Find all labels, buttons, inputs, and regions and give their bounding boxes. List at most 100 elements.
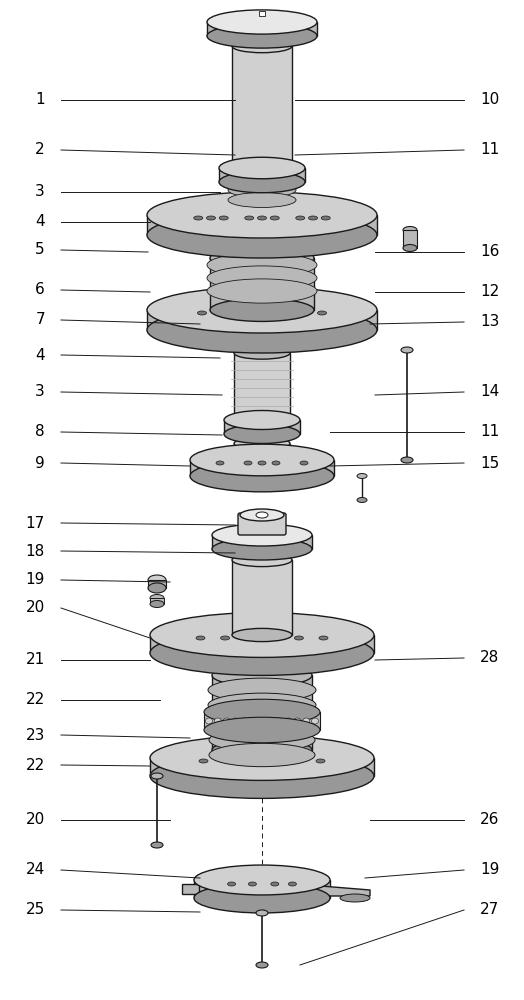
Text: 19: 19 — [480, 862, 499, 878]
Ellipse shape — [216, 461, 224, 465]
Ellipse shape — [209, 728, 315, 752]
Ellipse shape — [209, 743, 315, 767]
Bar — [232, 46, 292, 168]
Ellipse shape — [245, 636, 254, 640]
Ellipse shape — [224, 410, 300, 430]
Bar — [403, 230, 417, 248]
Ellipse shape — [285, 718, 292, 724]
Bar — [224, 420, 300, 434]
Ellipse shape — [401, 347, 413, 353]
Bar — [190, 460, 334, 476]
Ellipse shape — [234, 347, 290, 359]
Ellipse shape — [227, 882, 236, 886]
Bar — [147, 310, 377, 330]
Text: 5: 5 — [36, 242, 45, 257]
Text: 8: 8 — [36, 424, 45, 440]
Ellipse shape — [270, 216, 279, 220]
Ellipse shape — [214, 718, 221, 724]
Ellipse shape — [190, 444, 334, 476]
Ellipse shape — [151, 773, 163, 779]
Ellipse shape — [357, 474, 367, 479]
Bar — [259, 11, 265, 16]
Text: 11: 11 — [480, 142, 499, 157]
Text: 17: 17 — [26, 516, 45, 530]
Text: 25: 25 — [26, 902, 45, 918]
Text: 22: 22 — [26, 758, 45, 772]
Ellipse shape — [294, 636, 303, 640]
Ellipse shape — [222, 759, 232, 763]
Ellipse shape — [309, 216, 318, 220]
Bar — [148, 580, 166, 588]
Ellipse shape — [256, 962, 268, 968]
Ellipse shape — [219, 157, 305, 179]
Ellipse shape — [194, 216, 203, 220]
Ellipse shape — [150, 613, 374, 657]
Bar — [147, 215, 377, 235]
Ellipse shape — [241, 718, 248, 724]
Text: 3: 3 — [35, 384, 45, 399]
Ellipse shape — [403, 244, 417, 251]
Ellipse shape — [357, 497, 367, 502]
Text: 16: 16 — [480, 244, 499, 259]
Ellipse shape — [401, 457, 413, 463]
Bar — [150, 635, 374, 653]
Ellipse shape — [294, 718, 301, 724]
Ellipse shape — [303, 718, 310, 724]
Ellipse shape — [245, 216, 254, 220]
Ellipse shape — [196, 636, 205, 640]
Ellipse shape — [244, 461, 252, 465]
Polygon shape — [272, 882, 370, 896]
Ellipse shape — [212, 538, 312, 560]
Polygon shape — [182, 884, 199, 894]
Ellipse shape — [150, 631, 374, 675]
Ellipse shape — [248, 882, 256, 886]
Ellipse shape — [208, 693, 316, 717]
Ellipse shape — [258, 461, 266, 465]
Ellipse shape — [234, 414, 290, 426]
Ellipse shape — [190, 460, 334, 492]
Ellipse shape — [232, 718, 239, 724]
Ellipse shape — [257, 311, 267, 315]
Text: 13: 13 — [480, 314, 499, 330]
Text: 22: 22 — [26, 692, 45, 708]
Ellipse shape — [232, 553, 292, 567]
Ellipse shape — [212, 739, 312, 761]
Ellipse shape — [207, 24, 317, 48]
Text: 26: 26 — [480, 812, 499, 828]
Ellipse shape — [321, 216, 330, 220]
Ellipse shape — [311, 718, 319, 724]
Ellipse shape — [204, 699, 320, 725]
Ellipse shape — [222, 311, 231, 315]
Text: 2: 2 — [36, 142, 45, 157]
Ellipse shape — [288, 882, 297, 886]
Ellipse shape — [228, 183, 296, 197]
Ellipse shape — [207, 10, 317, 34]
Ellipse shape — [212, 664, 312, 686]
Ellipse shape — [210, 247, 314, 269]
Bar — [150, 598, 164, 604]
Ellipse shape — [219, 216, 228, 220]
Ellipse shape — [240, 509, 284, 521]
Ellipse shape — [256, 512, 268, 518]
Ellipse shape — [198, 311, 206, 315]
Ellipse shape — [208, 708, 316, 732]
Text: 14: 14 — [480, 384, 499, 399]
Ellipse shape — [272, 461, 280, 465]
Ellipse shape — [257, 216, 267, 220]
Bar — [232, 560, 292, 635]
Ellipse shape — [147, 307, 377, 353]
Text: 4: 4 — [36, 348, 45, 362]
Ellipse shape — [296, 216, 305, 220]
Ellipse shape — [147, 192, 377, 238]
Text: 18: 18 — [26, 544, 45, 558]
Ellipse shape — [199, 759, 208, 763]
Bar — [234, 353, 290, 420]
Ellipse shape — [232, 39, 292, 53]
Ellipse shape — [147, 287, 377, 333]
Ellipse shape — [403, 227, 417, 233]
Ellipse shape — [194, 865, 330, 895]
Ellipse shape — [300, 461, 308, 465]
Text: 11: 11 — [480, 424, 499, 440]
Text: 23: 23 — [26, 728, 45, 742]
Ellipse shape — [234, 454, 290, 466]
